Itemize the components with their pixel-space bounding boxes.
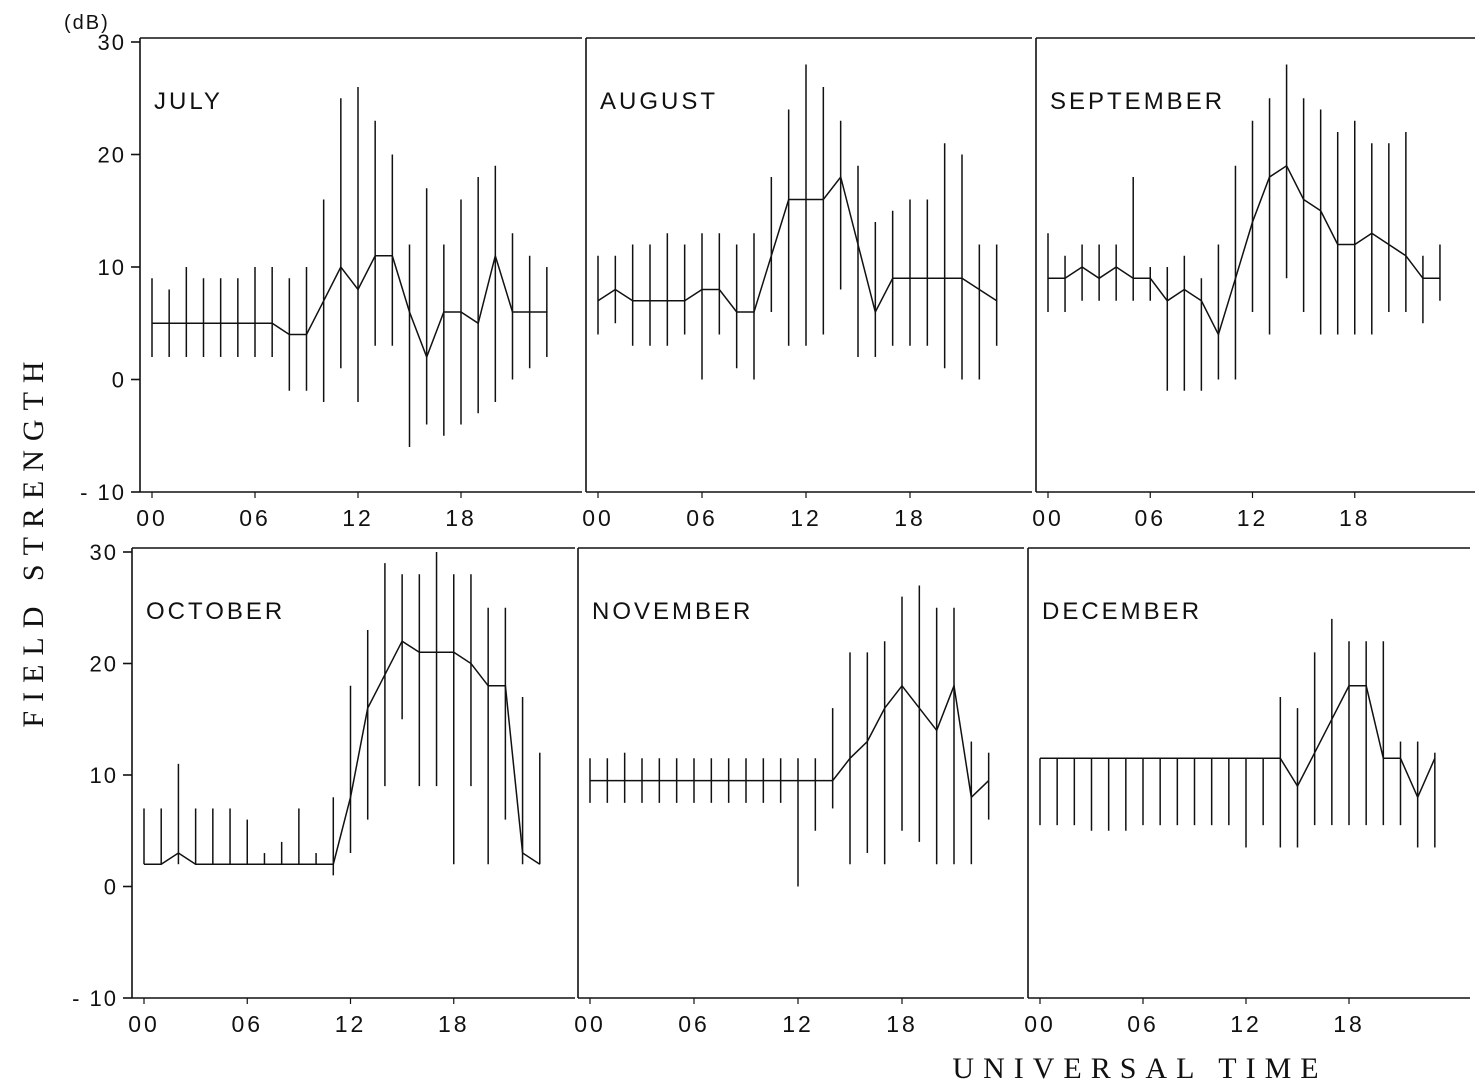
x-tick-label: 00	[582, 505, 614, 531]
y-tick-label: 30	[98, 30, 126, 55]
y-tick-label: - 10	[72, 986, 118, 1011]
y-tick-label: 30	[90, 540, 118, 565]
median-line	[1048, 164, 1440, 337]
median-line	[597, 175, 998, 315]
median-line	[144, 640, 541, 865]
x-tick-label: 00	[128, 1011, 160, 1037]
x-tick-label: 06	[231, 1011, 263, 1037]
x-tick-label: 06	[678, 1011, 710, 1037]
panel-title: AUGUST	[600, 88, 718, 115]
x-tick-label: 18	[1339, 505, 1371, 531]
y-tick-label: 0	[112, 368, 126, 393]
panel-title: DECEMBER	[1042, 598, 1202, 625]
median-line	[1040, 685, 1436, 800]
panel-title: NOVEMBER	[592, 598, 753, 625]
y-tick-label: 0	[104, 875, 118, 900]
x-tick-label: 18	[886, 1011, 918, 1037]
y-tick-label: 10	[90, 763, 118, 788]
panel-october: OCTOBER 30 20 10 0 - 10 00 06 12 18	[72, 540, 575, 1037]
x-tick-label: 12	[790, 505, 822, 531]
x-axis-title: UNIVERSAL TIME	[952, 1052, 1327, 1085]
x-tick-label: 00	[1032, 505, 1064, 531]
x-tick-label: 18	[445, 505, 477, 531]
x-tick-label: 06	[686, 505, 718, 531]
x-tick-label: 12	[782, 1011, 814, 1037]
x-tick-label: 06	[1127, 1011, 1159, 1037]
y-unit-label: (dB)	[64, 12, 110, 34]
x-tick-label: 18	[894, 505, 926, 531]
panel-july: JULY 30 20 10 0 - 10 00 06 12 18	[80, 30, 582, 531]
x-tick-label: 12	[335, 1011, 367, 1037]
y-axis-title: FIELD STRENGTH	[17, 352, 50, 727]
x-tick-label: 00	[574, 1011, 606, 1037]
panel-august: AUGUST 00 06 12 18	[582, 37, 1032, 531]
x-tick-label: 00	[1024, 1011, 1056, 1037]
x-tick-label: 18	[438, 1011, 470, 1037]
median-line	[152, 253, 547, 360]
x-tick-label: 12	[1230, 1011, 1262, 1037]
x-tick-label: 18	[1333, 1011, 1365, 1037]
y-tick-label: - 10	[80, 480, 126, 505]
panel-september: SEPTEMBER 00 06 12 18	[1032, 37, 1475, 531]
panel-title: SEPTEMBER	[1050, 88, 1225, 115]
x-tick-label: 12	[1237, 505, 1269, 531]
x-tick-label: 12	[342, 505, 374, 531]
panel-title: JULY	[154, 88, 223, 115]
x-tick-label: 06	[239, 505, 271, 531]
y-tick-label: 20	[98, 143, 126, 168]
median-line	[590, 682, 990, 799]
y-tick-label: 10	[98, 255, 126, 280]
y-tick-label: 20	[90, 652, 118, 677]
panel-title: OCTOBER	[146, 598, 285, 625]
x-tick-label: 06	[1134, 505, 1166, 531]
panel-december: DECEMBER 00 06 12 18	[1024, 547, 1470, 1037]
panel-november: NOVEMBER 00 06 12 18	[574, 547, 1024, 1037]
x-tick-label: 00	[136, 505, 168, 531]
